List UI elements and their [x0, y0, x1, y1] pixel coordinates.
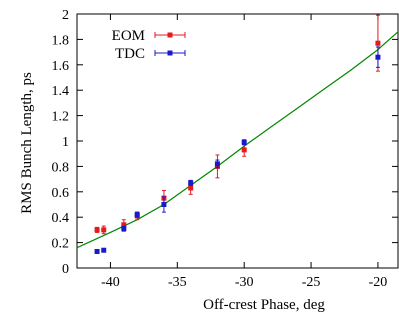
- data-point: [121, 222, 127, 228]
- data-point: [101, 227, 107, 233]
- series-tdc: [94, 46, 381, 254]
- data-point: [121, 226, 127, 232]
- legend-label-eom: EOM: [112, 28, 145, 44]
- x-axis-ticks: -40 -35 -30 -25 -20: [101, 14, 387, 290]
- y-tick-label: 1: [62, 135, 69, 150]
- fit-curve-layer: [76, 31, 399, 249]
- x-tick-label: -40: [101, 275, 120, 290]
- y-tick-label: 1.6: [52, 59, 70, 74]
- y-tick-label: 0: [62, 262, 69, 277]
- data-point: [161, 202, 167, 207]
- series-layer: [94, 14, 381, 254]
- data-point: [241, 139, 247, 145]
- y-tick-label: 0.4: [52, 211, 70, 226]
- legend: EOM TDC: [112, 28, 186, 62]
- y-tick-label: 1.2: [52, 110, 70, 125]
- legend-sample-marker: [167, 50, 173, 56]
- x-axis-label: Off-crest Phase, deg: [203, 297, 325, 313]
- x-tick-label: -20: [369, 275, 388, 290]
- data-point: [94, 248, 100, 254]
- data-point: [134, 212, 140, 218]
- x-tick-label: -30: [235, 275, 254, 290]
- fit-curve: [76, 31, 399, 249]
- y-axis-ticks: 0 0.2 0.4 0.6 0.8 1 1.2 1.4 1.6 1.8 2: [52, 8, 398, 277]
- x-tick-label: -35: [168, 275, 187, 290]
- legend-label-tdc: TDC: [115, 46, 145, 62]
- data-point: [241, 147, 247, 153]
- y-tick-label: 1.4: [52, 84, 70, 99]
- y-tick-label: 0.2: [52, 237, 70, 252]
- y-tick-label: 2: [62, 8, 69, 23]
- data-point: [375, 40, 381, 46]
- data-point: [188, 180, 194, 186]
- data-point: [94, 227, 100, 233]
- x-tick-label: -25: [302, 275, 321, 290]
- legend-sample-marker: [167, 32, 173, 38]
- data-point: [375, 54, 381, 60]
- data-point: [188, 185, 194, 191]
- data-point: [214, 161, 220, 167]
- y-axis-label: RMS Bunch Length, ps: [19, 72, 35, 214]
- y-tick-label: 0.8: [52, 160, 70, 175]
- y-tick-label: 0.6: [52, 186, 70, 201]
- y-tick-label: 1.8: [52, 33, 70, 48]
- data-point: [101, 247, 107, 253]
